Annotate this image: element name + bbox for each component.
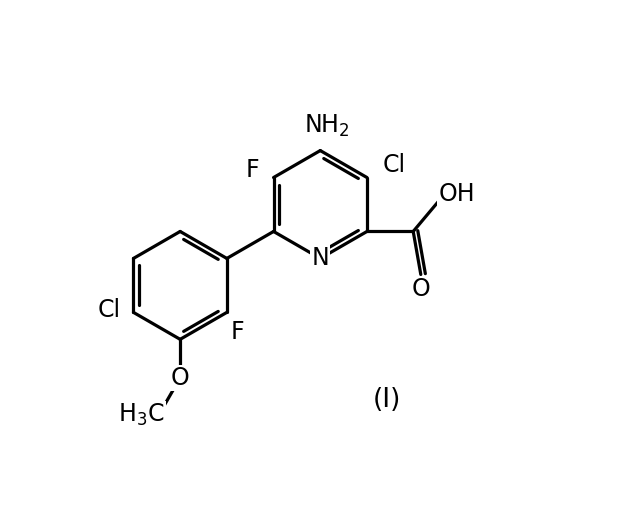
Text: O: O bbox=[412, 277, 430, 301]
Text: Cl: Cl bbox=[97, 298, 120, 322]
Text: OH: OH bbox=[438, 182, 475, 206]
Text: F: F bbox=[230, 320, 244, 344]
Text: O: O bbox=[170, 366, 190, 390]
Text: H$_3$C: H$_3$C bbox=[118, 402, 164, 429]
Text: (I): (I) bbox=[373, 387, 401, 413]
Text: N: N bbox=[311, 246, 329, 270]
Text: Cl: Cl bbox=[382, 153, 405, 176]
Text: F: F bbox=[245, 158, 259, 182]
Text: NH$_2$: NH$_2$ bbox=[304, 113, 349, 139]
